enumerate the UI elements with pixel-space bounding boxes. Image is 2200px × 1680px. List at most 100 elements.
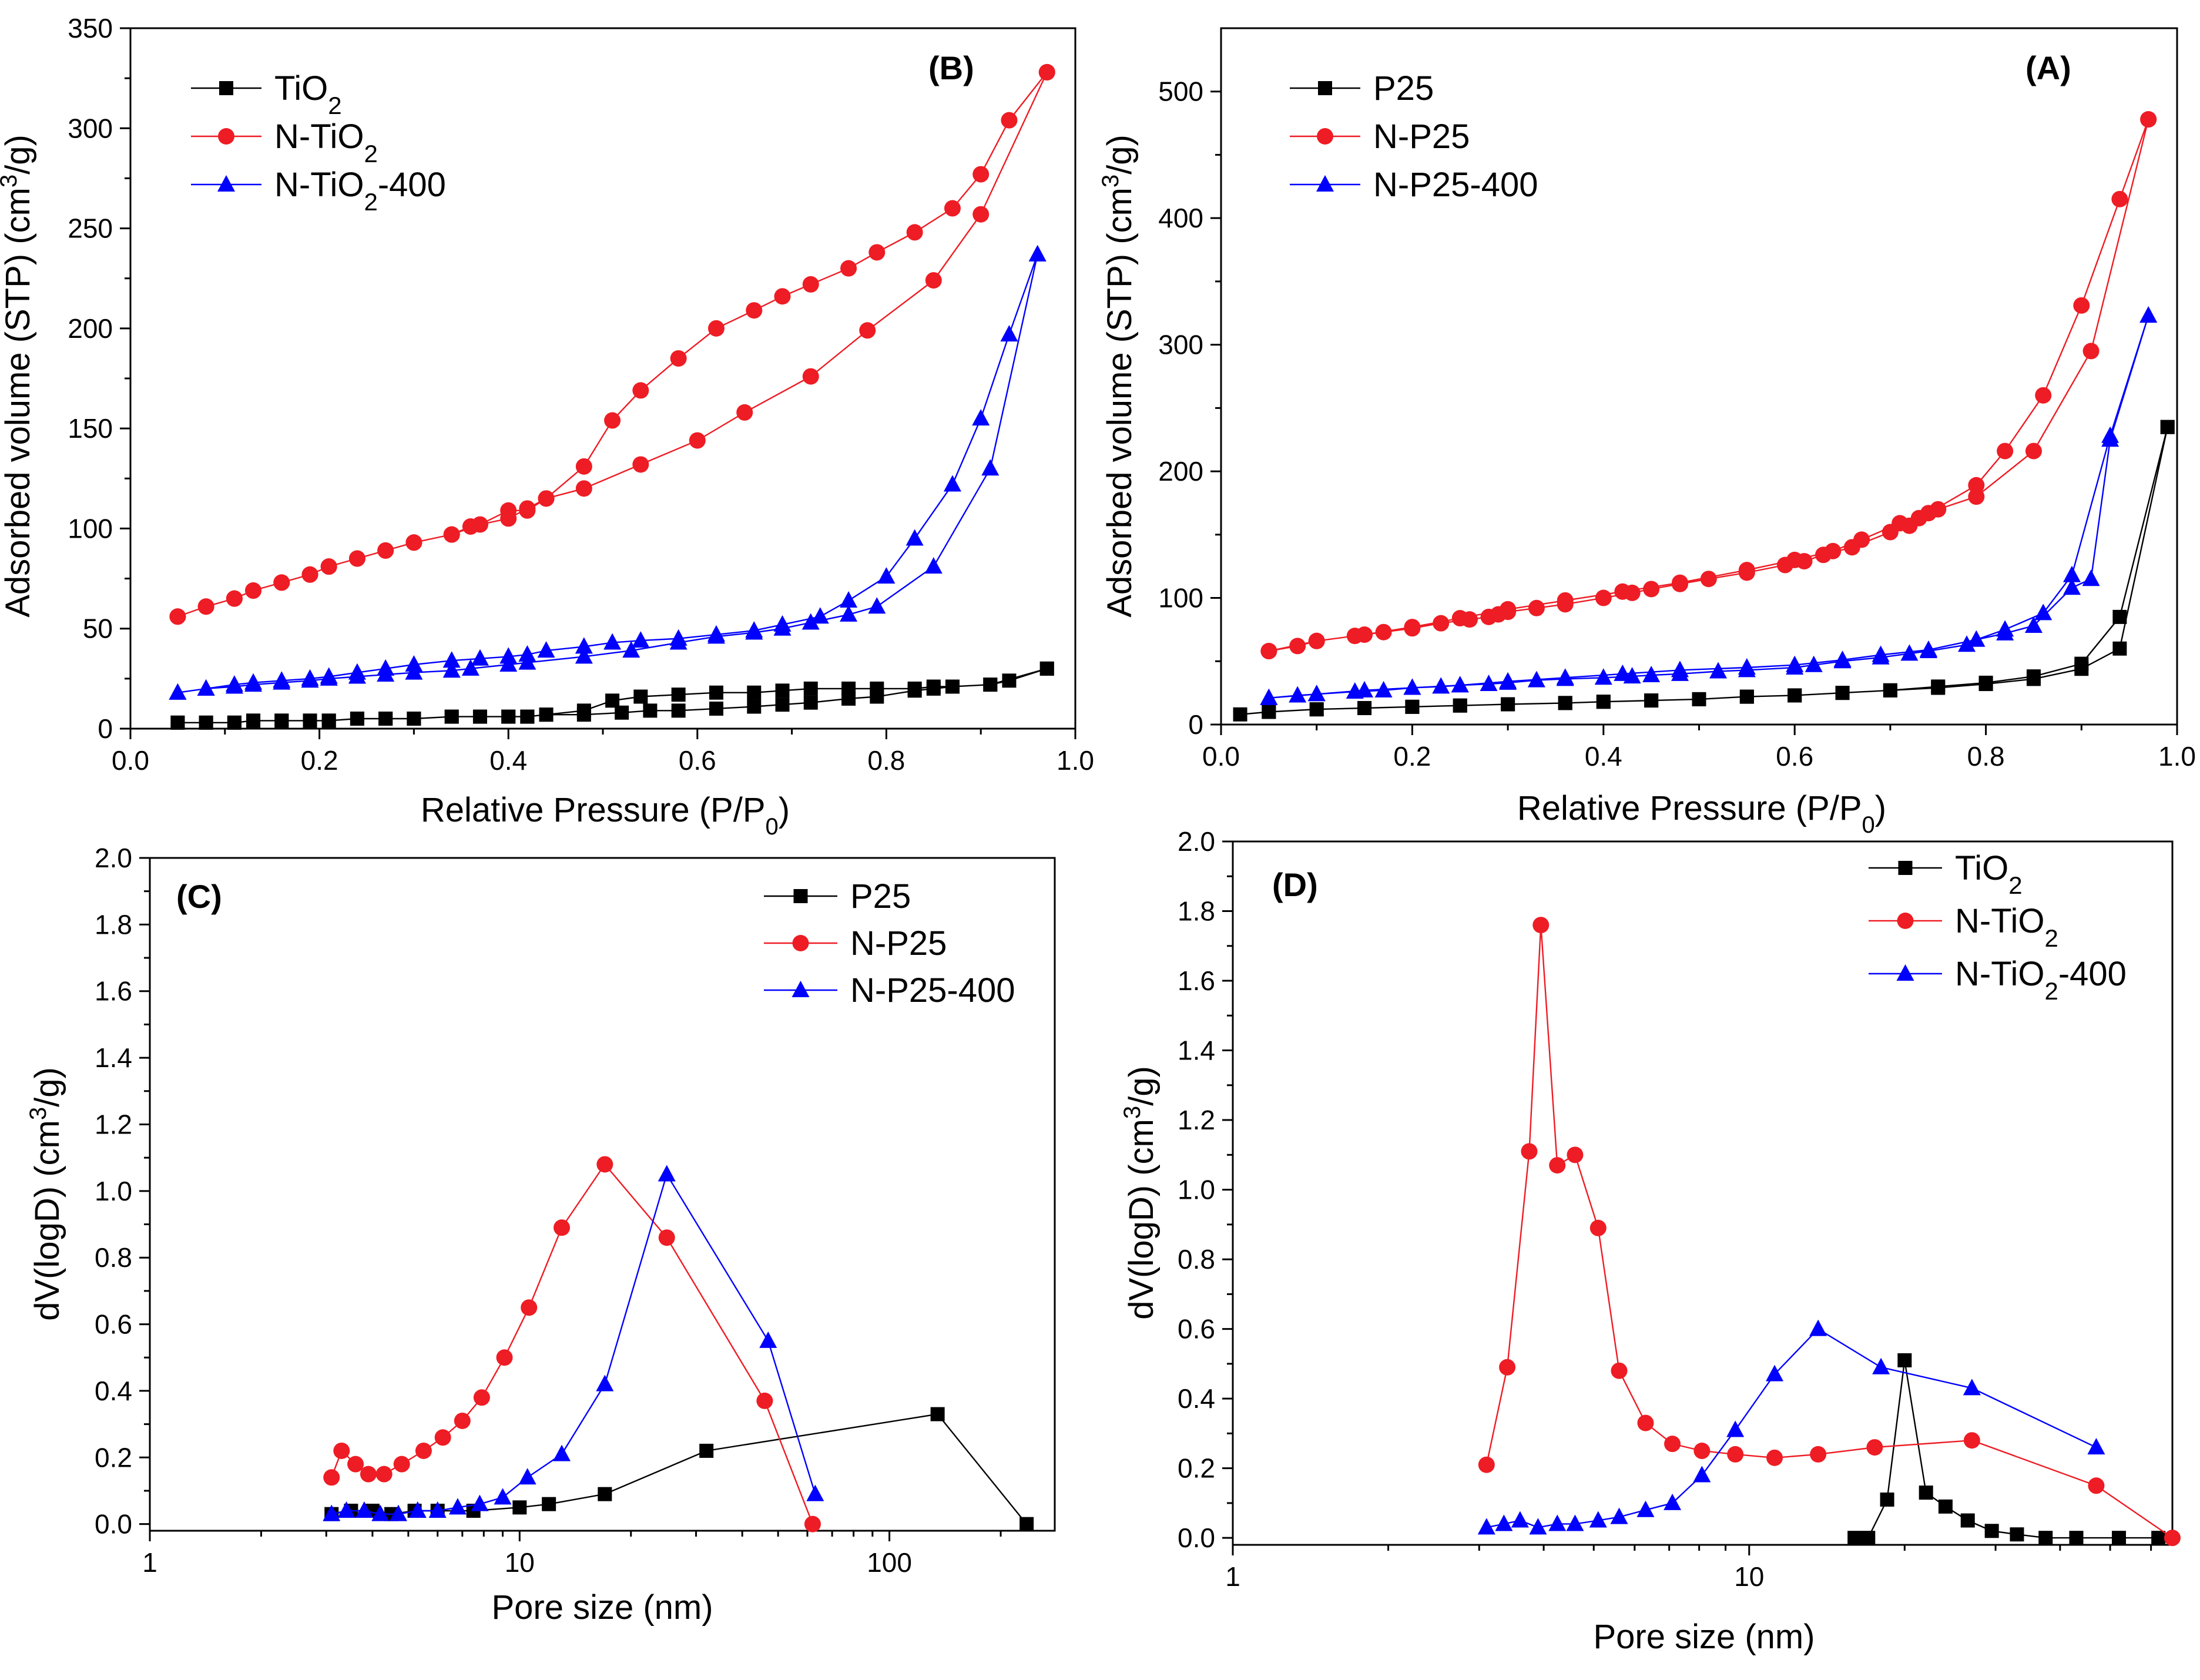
data-point: [518, 645, 536, 662]
data-point: [1596, 695, 1611, 709]
y-tick-label: 300: [68, 113, 113, 143]
y-tick-label: 500: [1158, 76, 1203, 107]
data-point: [1642, 665, 1661, 682]
data-point: [1872, 1357, 1890, 1374]
x-tick-label: 10: [505, 1547, 535, 1578]
data-point: [1967, 630, 1986, 647]
data-point: [1595, 589, 1612, 606]
data-point: [471, 1494, 489, 1511]
data-point: [448, 1498, 467, 1515]
y-tick-label: 0: [1188, 709, 1203, 740]
panel-label: (D): [1272, 866, 1318, 903]
y-tick-label: 0.2: [1178, 1453, 1215, 1484]
data-point: [408, 1501, 427, 1518]
data-point: [1028, 244, 1047, 261]
data-point: [538, 490, 555, 507]
data-point: [301, 669, 319, 686]
data-point: [301, 566, 318, 583]
legend-label: N-P25-400: [850, 971, 1015, 1010]
data-point: [972, 409, 990, 426]
data-point: [1289, 638, 1306, 655]
data-point: [868, 597, 886, 614]
data-point: [2088, 1477, 2105, 1494]
legend-marker: [219, 81, 233, 95]
data-point: [1809, 1319, 1827, 1336]
legend-marker: [792, 981, 810, 997]
data-point: [1968, 477, 1985, 494]
data-point: [389, 1504, 407, 1521]
data-point: [1405, 699, 1420, 714]
data-point: [1766, 1449, 1783, 1466]
data-point: [454, 1412, 471, 1429]
data-point: [273, 671, 291, 688]
data-point: [1788, 688, 1802, 703]
data-point: [1919, 640, 1937, 657]
series-n-p25: [1260, 111, 2157, 660]
data-point: [1262, 705, 1276, 719]
data-point: [1451, 610, 1468, 627]
legend-label: TiO2: [274, 69, 342, 119]
y-tick-label: 150: [68, 413, 113, 444]
data-point: [1644, 693, 1659, 708]
data-point: [472, 709, 487, 724]
data-point: [225, 675, 243, 692]
data-point: [1897, 1353, 1912, 1367]
data-point: [1356, 680, 1374, 698]
chart-panel-c: 1 10 100 0.0 0.2 0.4 0.6 0.8 1.0 1.2 1.4 1.6 1.8 2.0 P…: [25, 843, 1056, 1627]
data-point: [378, 711, 393, 726]
series-p25: [1233, 420, 2175, 722]
data-point: [1739, 689, 1754, 704]
data-point: [1866, 1439, 1883, 1456]
data-point: [443, 526, 460, 543]
series-n-p25-400: [1260, 306, 2158, 705]
data-point: [1501, 697, 1515, 712]
data-point: [377, 659, 395, 676]
data-point: [598, 1487, 612, 1501]
data-point: [1375, 623, 1392, 641]
x-tick-label: 0.4: [489, 745, 527, 776]
data-point: [1984, 1524, 1999, 1538]
data-point: [1357, 700, 1372, 715]
data-point: [2082, 343, 2100, 360]
x-tick-label: 0.0: [1202, 741, 1240, 772]
legend-marker: [1898, 861, 1913, 875]
x-tick-label: 10: [1734, 1561, 1764, 1592]
data-point: [972, 206, 990, 223]
x-axis-title: Relative Pressure (P/P0): [421, 791, 790, 840]
data-point: [1309, 702, 1324, 717]
data-point: [575, 480, 592, 497]
data-point: [944, 200, 961, 217]
data-point: [227, 715, 242, 730]
data-point: [2069, 1531, 2084, 1545]
data-point: [274, 713, 289, 728]
data-point: [1451, 676, 1469, 693]
data-point: [2038, 1531, 2053, 1545]
data-point: [633, 689, 648, 704]
data-point: [2073, 297, 2090, 314]
data-point: [1738, 562, 1755, 579]
data-point: [2160, 420, 2175, 434]
data-point: [1805, 655, 1823, 672]
x-tick-label: 0.4: [1585, 741, 1622, 772]
data-point: [1786, 655, 1804, 672]
data-point: [1480, 675, 1498, 692]
data-point: [537, 641, 555, 658]
x-tick-label: 0.2: [301, 745, 338, 776]
legend-marker: [1317, 128, 1333, 145]
data-point: [622, 641, 640, 658]
data-point: [841, 681, 856, 696]
data-point: [575, 637, 593, 654]
data-point: [348, 663, 366, 680]
series-n-tio2-400: [169, 244, 1047, 700]
data-point: [689, 432, 706, 449]
data-point: [1958, 635, 1976, 652]
data-point: [554, 1219, 571, 1236]
legend-label: N-P25: [850, 924, 947, 963]
data-point: [1643, 581, 1660, 598]
data-point: [1019, 1517, 1034, 1531]
data-point: [1997, 442, 2014, 460]
data-point: [1549, 1157, 1566, 1174]
data-point: [1356, 626, 1373, 643]
data-point: [1610, 1507, 1628, 1524]
